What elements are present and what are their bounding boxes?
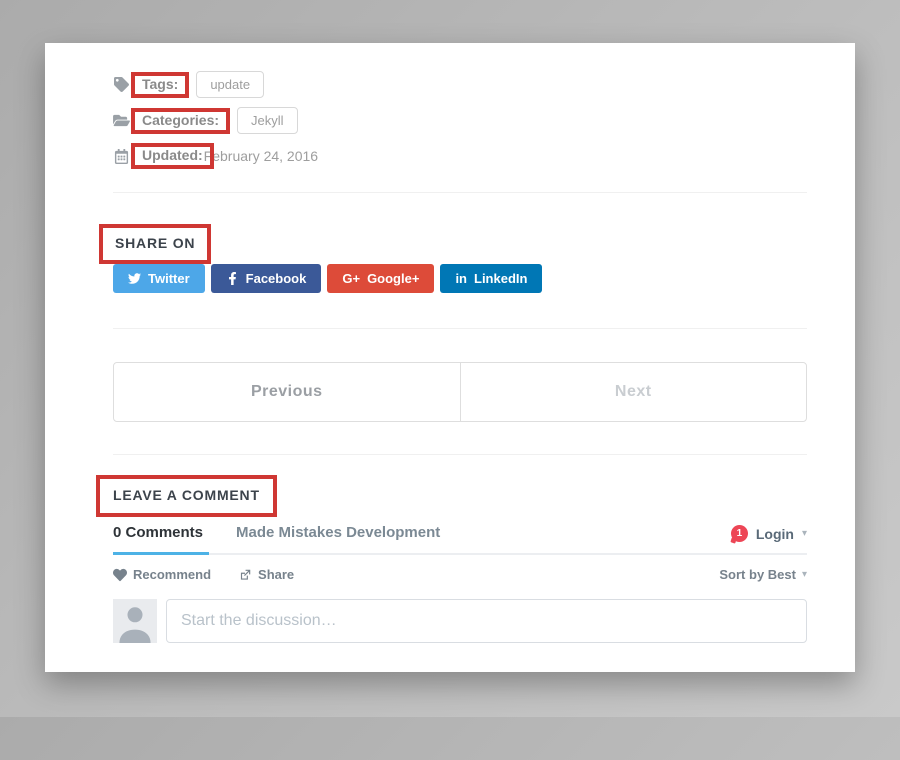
twitter-icon — [128, 273, 141, 284]
disqus-header: 0 Comments Made Mistakes Development 1 L… — [113, 524, 807, 555]
share-section: SHARE ON Twitter Facebook G+ Google+ in … — [99, 193, 807, 293]
annotation-box-tags: Tags: — [131, 71, 190, 98]
share-facebook-button[interactable]: Facebook — [210, 264, 322, 293]
share-button-label: Twitter — [148, 271, 190, 286]
share-thread-label: Share — [258, 567, 295, 582]
updated-date: February 24, 2016 — [203, 148, 319, 164]
folder-icon — [113, 113, 130, 128]
recommend-button[interactable]: Recommend — [113, 567, 211, 582]
comments-heading: LEAVE A COMMENT — [113, 487, 260, 503]
share-googleplus-button[interactable]: G+ Google+ — [327, 264, 435, 293]
facebook-icon — [228, 272, 236, 285]
recommend-label: Recommend — [133, 567, 212, 582]
disqus-toolbar: Recommend Share Sort by Best ▾ — [113, 567, 807, 582]
comment-input[interactable] — [166, 599, 807, 643]
share-twitter-button[interactable]: Twitter — [113, 264, 205, 293]
next-post-button[interactable]: Next — [460, 363, 806, 421]
login-menu[interactable]: 1 Login ▾ — [730, 524, 807, 542]
googleplus-icon: G+ — [342, 271, 361, 286]
share-button-label: Facebook — [245, 271, 307, 286]
notification-badge: 1 — [730, 525, 748, 542]
annotation-box-leave-a-comment: LEAVE A COMMENT — [96, 475, 277, 517]
tab-community-name[interactable]: Made Mistakes Development — [236, 524, 441, 541]
toolbar-left: Recommend Share — [113, 567, 294, 582]
login-label: Login — [755, 525, 794, 542]
tag-chip-update[interactable]: update — [196, 71, 265, 98]
share-icon — [240, 569, 251, 580]
meta-row-updated: Updated: February 24, 2016 — [113, 143, 807, 169]
post-pagination: Previous Next — [113, 362, 807, 422]
annotation-box-updated: Updated: — [131, 143, 214, 169]
share-thread-button[interactable]: Share — [238, 567, 294, 582]
post-meta: Tags: update Categories: Jekyll Updated:… — [113, 71, 807, 169]
comment-composer — [113, 599, 807, 643]
category-chip-jekyll[interactable]: Jekyll — [237, 107, 298, 134]
post-footer-card: Tags: update Categories: Jekyll Updated:… — [45, 43, 855, 672]
tab-comment-count[interactable]: 0 Comments — [113, 524, 210, 555]
annotation-box-share-on: SHARE ON — [99, 224, 212, 264]
annotation-box-categories: Categories: — [131, 107, 231, 134]
meta-row-categories: Categories: Jekyll — [113, 107, 807, 134]
sort-menu[interactable]: Sort by Best ▾ — [719, 567, 807, 582]
share-button-label: Google+ — [367, 271, 420, 286]
previous-post-button[interactable]: Previous — [114, 363, 461, 421]
avatar — [113, 599, 157, 643]
chevron-down-icon: ▾ — [801, 569, 807, 580]
linkedin-icon: in — [455, 271, 467, 286]
divider — [113, 454, 807, 455]
tag-icon — [113, 77, 130, 92]
calendar-icon — [113, 148, 130, 164]
categories-label: Categories: — [142, 111, 220, 128]
comments-section: LEAVE A COMMENT 0 Comments Made Mistakes… — [96, 455, 807, 643]
divider — [113, 328, 807, 329]
tags-label: Tags: — [142, 75, 179, 92]
sort-label: Sort by Best — [719, 567, 796, 582]
heart-icon — [113, 568, 127, 581]
divider — [113, 192, 807, 193]
share-button-label: LinkedIn — [474, 271, 528, 286]
share-heading: SHARE ON — [115, 235, 196, 251]
updated-label: Updated: — [142, 147, 203, 163]
disqus-tabs: 0 Comments Made Mistakes Development — [113, 524, 441, 555]
meta-row-tags: Tags: update — [113, 71, 807, 98]
share-buttons: Twitter Facebook G+ Google+ in LinkedIn — [113, 264, 807, 293]
share-linkedin-button[interactable]: in LinkedIn — [440, 264, 543, 293]
chevron-down-icon: ▾ — [801, 528, 807, 539]
